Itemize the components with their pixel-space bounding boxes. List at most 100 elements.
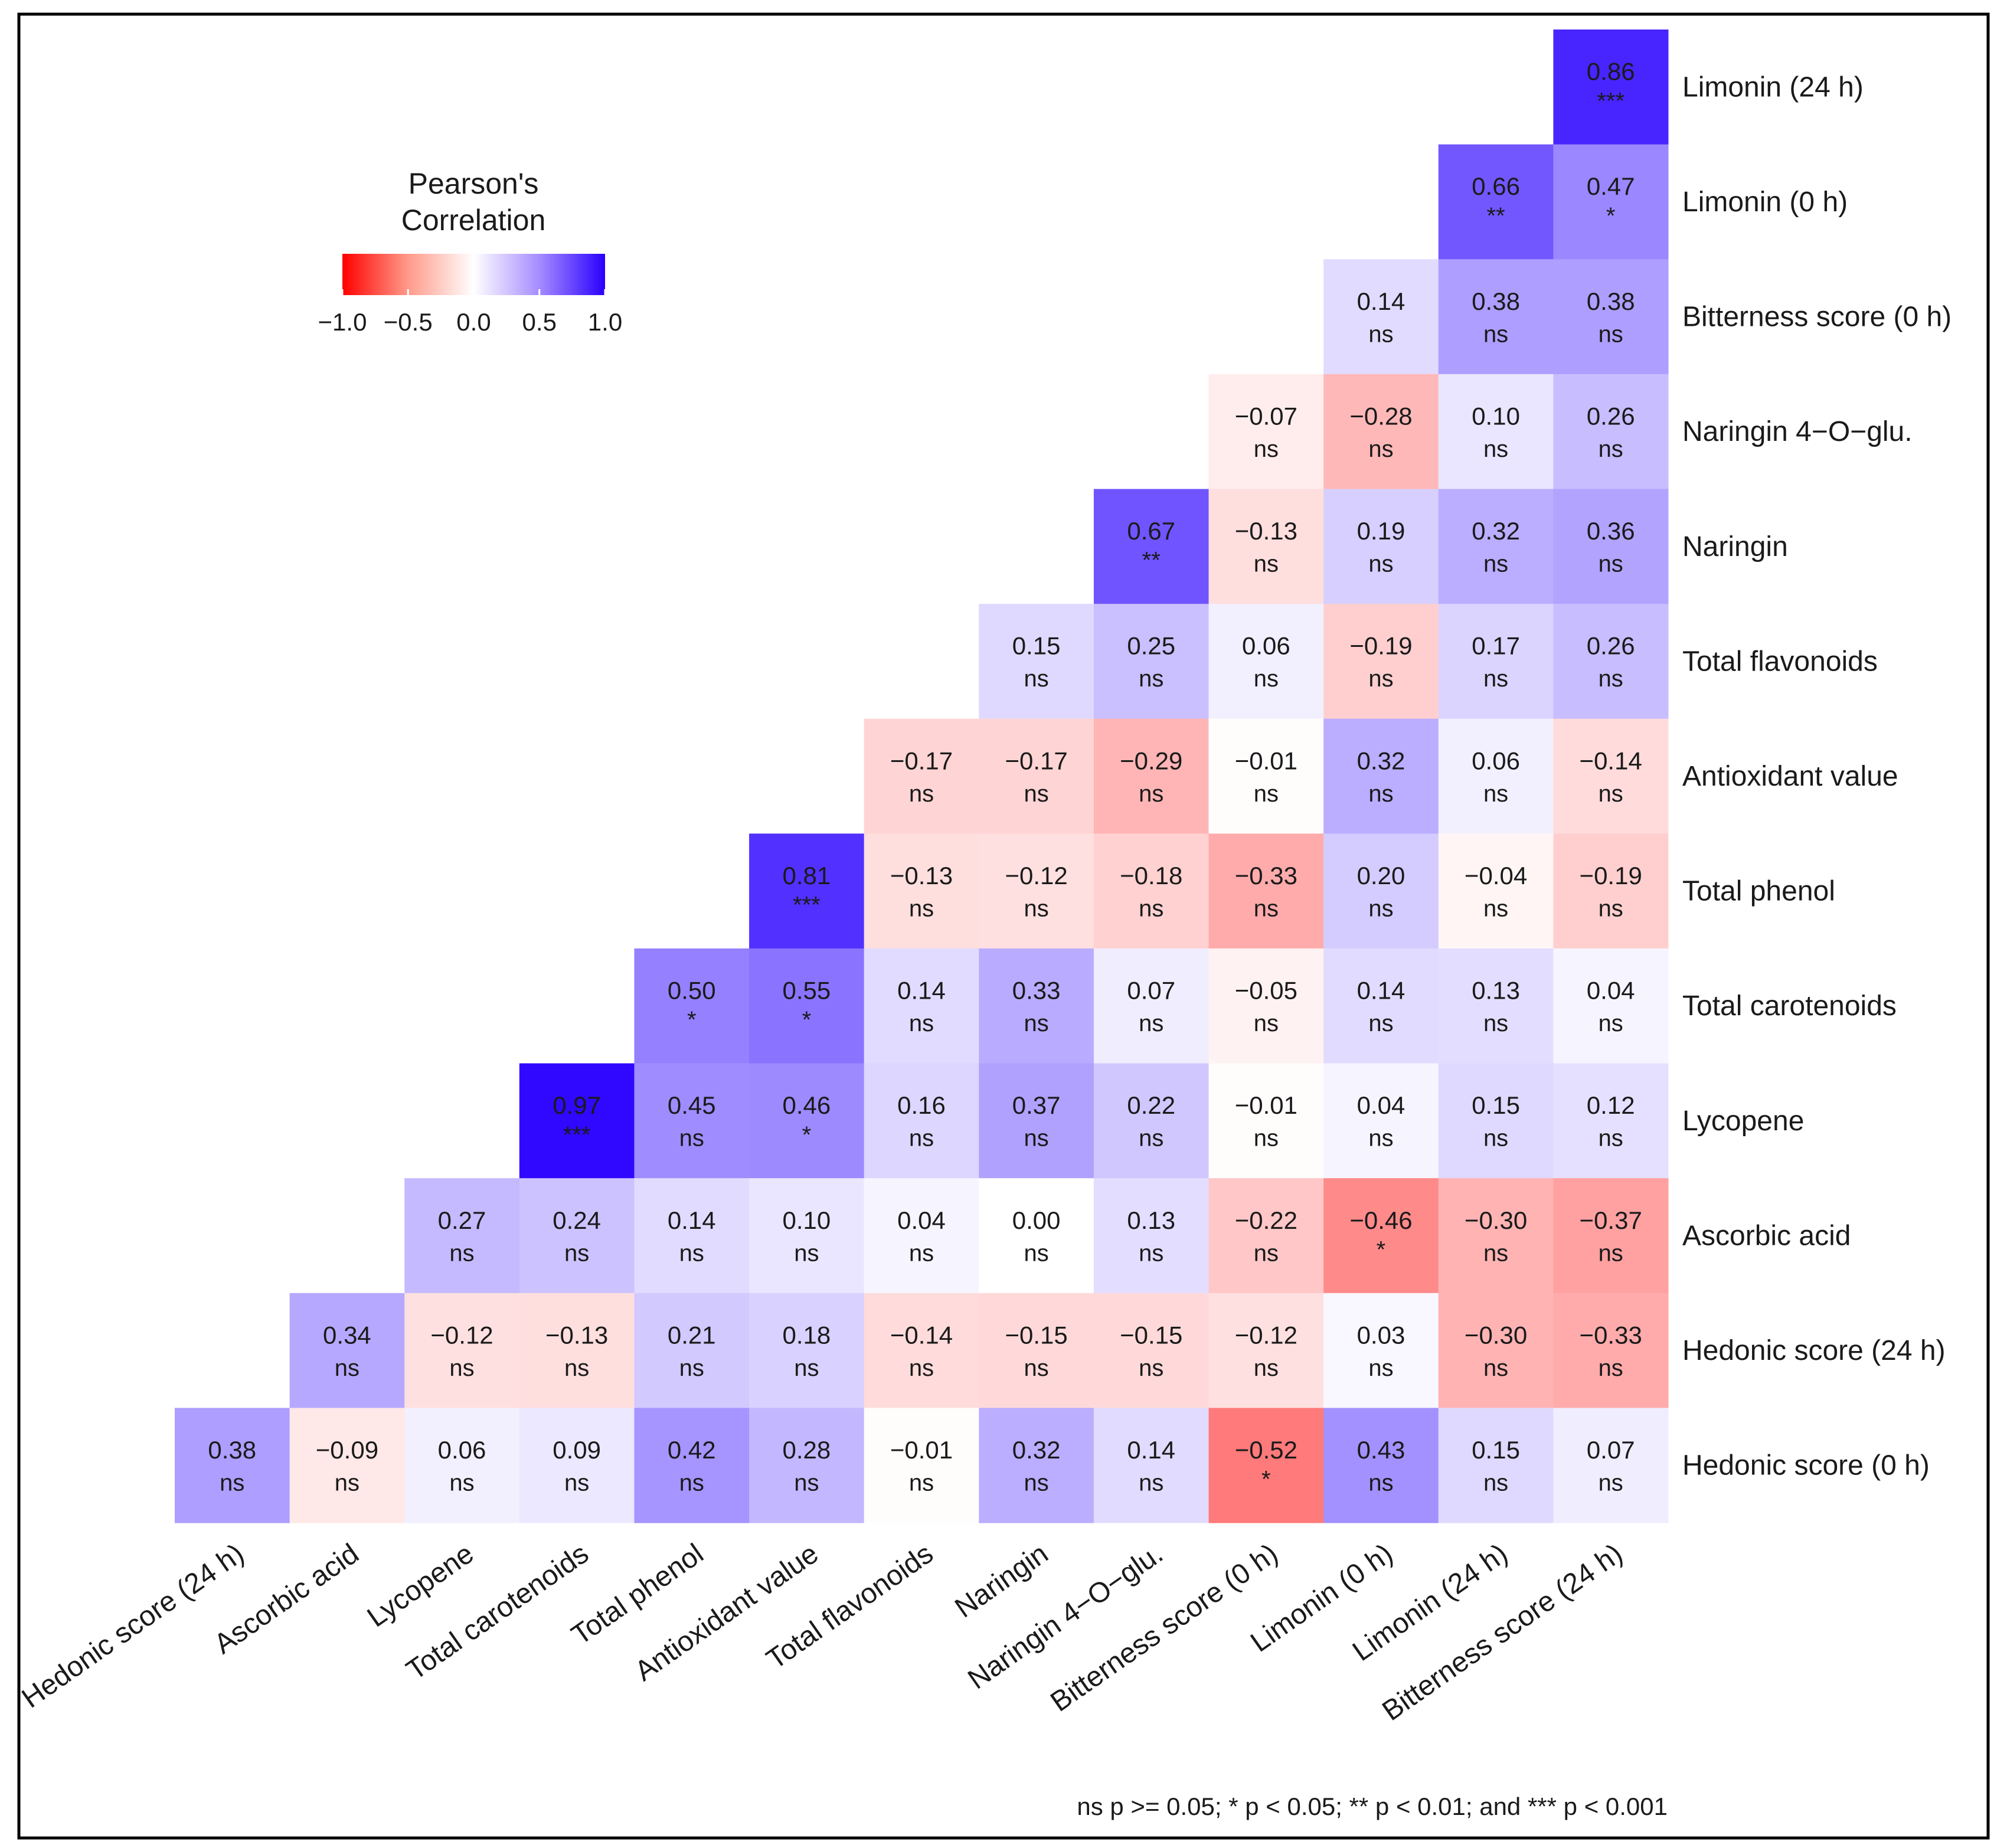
cell-significance-label: ns [1599, 551, 1623, 577]
cell-rect [1553, 604, 1669, 719]
cell-value-label: 0.38 [1472, 287, 1520, 315]
heatmap-cell: 0.12 ns [1553, 1063, 1669, 1179]
row-label: Limonin (0 h) [1682, 187, 1848, 218]
cell-rect [1208, 1063, 1324, 1179]
heatmap-cell: 0.10 ns [749, 1178, 865, 1294]
heatmap-cell: 0.07 ns [1553, 1408, 1669, 1523]
heatmap-cell: −0.29 ns [1093, 718, 1210, 834]
cell-significance-label: ns [1139, 1240, 1163, 1266]
cell-rect [1553, 1063, 1669, 1179]
cell-significance-label: ns [1483, 551, 1508, 577]
cell-value-label: 0.32 [1472, 517, 1520, 545]
heatmap-cell: 0.26 ns [1553, 604, 1669, 719]
cell-significance-label: ns [1483, 436, 1508, 462]
cell-significance-label: ns [1254, 1355, 1279, 1381]
cell-significance-label: ns [1254, 895, 1279, 921]
cell-value-label: −0.04 [1465, 862, 1527, 889]
cell-significance-label: ns [1368, 436, 1393, 462]
heatmap-cell: −0.15 ns [979, 1293, 1094, 1408]
cell-rect [1323, 1408, 1439, 1523]
heatmap-cell: −0.22 ns [1208, 1178, 1324, 1294]
heatmap-cell: 0.06 ns [404, 1408, 520, 1523]
heatmap-cell: 0.06 ns [1438, 718, 1554, 834]
cell-significance-label: ns [1368, 551, 1393, 577]
heatmap-cell: −0.12 ns [979, 833, 1094, 949]
cell-rect [979, 1408, 1094, 1523]
cell-value-label: 0.45 [668, 1091, 716, 1119]
cell-value-label: 0.17 [1472, 632, 1520, 660]
cell-rect [519, 1178, 635, 1294]
cell-value-label: 0.25 [1127, 632, 1175, 660]
cell-significance-label: ns [794, 1240, 819, 1266]
cell-significance-label: ns [335, 1355, 359, 1381]
cell-value-label: −0.18 [1120, 862, 1182, 889]
heatmap-cell: 0.04 ns [1323, 1063, 1439, 1179]
cell-rect [749, 948, 865, 1064]
cell-significance-label: ns [909, 1010, 934, 1036]
cell-significance-label: ns [1599, 1470, 1623, 1496]
cell-rect [1208, 604, 1324, 719]
cell-rect [1438, 259, 1554, 375]
cell-rect [749, 1293, 865, 1408]
cell-value-label: 0.14 [668, 1206, 716, 1234]
cell-value-label: 0.00 [1012, 1206, 1061, 1234]
heatmap-cell: 0.47 * [1553, 144, 1669, 260]
row-label: Limonin (24 h) [1682, 71, 1864, 103]
column-label: Naringin [949, 1538, 1054, 1624]
cell-value-label: 0.37 [1012, 1091, 1061, 1119]
cell-significance-label: ** [1487, 203, 1505, 229]
cell-rect [979, 1293, 1094, 1408]
cell-value-label: −0.12 [1235, 1321, 1297, 1349]
heatmap-cell: 0.21 ns [634, 1293, 750, 1408]
cell-significance-label: ns [1024, 1355, 1048, 1381]
cell-significance-label: ns [1024, 895, 1048, 921]
column-label: Hedonic score (24 h) [17, 1538, 250, 1715]
cell-value-label: −0.01 [1235, 1091, 1297, 1119]
cell-value-label: −0.14 [890, 1321, 953, 1349]
cell-rect [1093, 948, 1210, 1064]
cell-significance-label: *** [793, 892, 821, 918]
cell-value-label: 0.18 [783, 1321, 831, 1349]
cell-rect [1553, 1293, 1669, 1408]
row-label: Lycopene [1682, 1105, 1804, 1137]
cell-significance-label: ns [909, 1240, 934, 1266]
cell-rect [1438, 1178, 1554, 1294]
cell-value-label: 0.14 [1357, 977, 1405, 1005]
heatmap-cell: −0.01 ns [1208, 718, 1324, 834]
heatmap-cell: 0.00 ns [979, 1178, 1094, 1294]
cell-value-label: 0.22 [1127, 1091, 1175, 1119]
cell-value-label: −0.33 [1580, 1321, 1642, 1349]
heatmap-cell: 0.38 ns [1438, 259, 1554, 375]
cell-significance-label: ns [1368, 1010, 1393, 1036]
column-labels: Hedonic score (24 h)Ascorbic acidLycopen… [17, 1538, 1629, 1727]
cell-value-label: 0.24 [553, 1206, 601, 1234]
cell-rect [1553, 948, 1669, 1064]
heatmap-cell: −0.01 ns [864, 1408, 979, 1523]
heatmap-cell: 0.10 ns [1438, 374, 1554, 489]
heatmap-cell: −0.14 ns [1553, 718, 1669, 834]
cell-significance-label: ns [1368, 895, 1393, 921]
cell-value-label: 0.07 [1587, 1436, 1635, 1464]
cell-significance-label: ns [1483, 1470, 1508, 1496]
cell-rect [634, 1063, 750, 1179]
heatmap-cell: 0.20 ns [1323, 833, 1439, 949]
heatmap-cell: 0.03 ns [1323, 1293, 1439, 1408]
heatmap-cell: −0.13 ns [1208, 489, 1324, 604]
cell-value-label: 0.13 [1472, 977, 1520, 1005]
cell-value-label: −0.09 [316, 1436, 378, 1464]
cell-significance-label: ns [1599, 1355, 1623, 1381]
heatmap-cell: 0.27 ns [404, 1178, 520, 1294]
cell-rect [749, 833, 865, 949]
cell-rect [864, 1293, 979, 1408]
cell-rect [979, 604, 1094, 719]
cell-value-label: 0.04 [1357, 1091, 1405, 1119]
cell-rect [1438, 144, 1554, 260]
cell-significance-label: ns [1254, 1126, 1279, 1152]
cell-value-label: 0.06 [1472, 747, 1520, 774]
cell-value-label: 0.14 [897, 977, 946, 1005]
cell-value-label: 0.20 [1357, 862, 1405, 889]
cell-rect [289, 1293, 405, 1408]
cell-significance-label: ns [1024, 1240, 1048, 1266]
cell-significance-label: ns [1139, 666, 1163, 692]
cell-value-label: −0.05 [1235, 977, 1297, 1005]
